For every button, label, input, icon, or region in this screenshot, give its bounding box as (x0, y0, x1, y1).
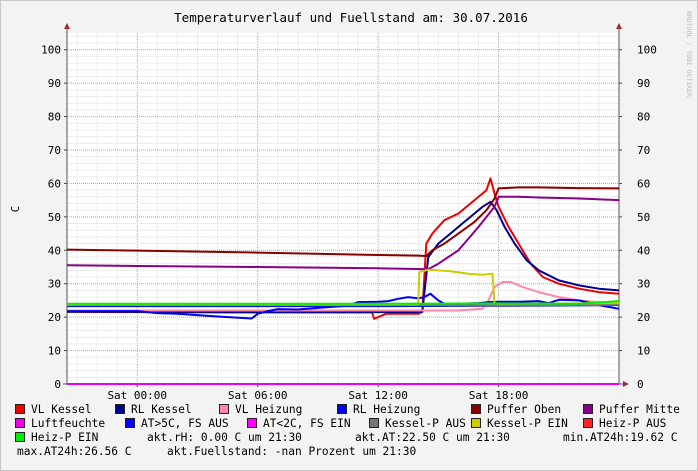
series-line-puffer-mitte (66, 195, 620, 271)
legend-label: Puffer Mitte (599, 403, 680, 416)
y-tick-label-left: 10 (48, 345, 61, 358)
info-min-at24h: min.AT24h:19.62 C (563, 431, 678, 444)
legend-label: Kessel-P AUS (385, 417, 466, 430)
legend-swatch (247, 418, 257, 428)
legend-label: Luftfeuchte (31, 417, 106, 430)
series-line-puffer-oben (66, 186, 620, 257)
y-tick-label-right: 90 (637, 77, 650, 90)
legend-item-rl-heizung: RL Heizung (337, 403, 420, 417)
temperature-chart: 0 0 10 10 20 20 30 30 40 40 50 50 60 60 70 70 80 80 90 90 10… (9, 10, 693, 401)
legend-swatch (471, 404, 481, 414)
legend-label: Kessel-P EIN (487, 417, 568, 430)
legend-swatch (15, 404, 25, 414)
y-tick-label-right: 80 (637, 111, 650, 124)
grid (67, 33, 620, 385)
legend-label: Heiz-P EIN (31, 431, 99, 444)
y-tick-label-right: 70 (637, 144, 650, 157)
y-tick-label-right: 50 (637, 211, 650, 224)
x-tick-label: Sat 06:00 (228, 389, 288, 401)
legend-item-at-lt-2c: AT<2C, FS EIN (247, 417, 351, 431)
series-line-rl-heizung (67, 292, 620, 320)
y-tick-label-left: 70 (48, 144, 61, 157)
x-axis-arrow (623, 381, 629, 387)
legend-label: AT>5C, FS AUS (141, 417, 229, 430)
legend-swatch (337, 404, 347, 414)
y-tick-label-right: 20 (637, 311, 650, 324)
series-lines (66, 177, 620, 385)
legend-item-luftfeuchte: Luftfeuchte (15, 417, 105, 431)
legend-label: Heiz-P AUS (599, 417, 667, 430)
y-tick-label-left: 80 (48, 111, 61, 124)
legend-label: AT<2C, FS EIN (263, 417, 351, 430)
legend-item-kessel-p-ein: Kessel-P EIN (471, 417, 568, 431)
legend-swatch (125, 418, 135, 428)
legend-swatch (219, 404, 229, 414)
y-tick-label-right: 100 (637, 44, 657, 57)
legend-item-vl-kessel: VL Kessel (15, 403, 92, 417)
legend-item-vl-heizung: VL Heizung (219, 403, 302, 417)
legend-swatch (115, 404, 125, 414)
chart-title: Temperaturverlauf und Fuellstand am: 30.… (174, 10, 528, 25)
info-max-at24h: max.AT24h:26.56 C (17, 445, 132, 458)
y-tick-label-right: 30 (637, 278, 650, 291)
info-akt-at: akt.AT:22.50 C um 21:30 (355, 431, 510, 444)
y-tick-label-left: 60 (48, 177, 61, 190)
info-akt-rh: akt.rH: 0.00 C um 21:30 (147, 431, 302, 444)
legend-item-heiz-p-ein: Heiz-P EIN (15, 431, 98, 445)
legend-label: VL Heizung (235, 403, 303, 416)
y-tick-label-left: 20 (48, 311, 61, 324)
legend-item-kessel-p-aus: Kessel-P AUS (369, 417, 466, 431)
legend-swatch (15, 432, 25, 442)
y-axis-arrow-right (616, 23, 622, 29)
legend-item-at-gt-5c: AT>5C, FS AUS (125, 417, 229, 431)
y-tick-label-right: 10 (637, 345, 650, 358)
y-tick-label-right: 0 (637, 378, 644, 391)
legend-item-rl-kessel: RL Kessel (115, 403, 192, 417)
legend-item-puffer-mitte: Puffer Mitte (583, 403, 680, 417)
legend-swatch (369, 418, 379, 428)
y-tick-label-left: 100 (41, 44, 61, 57)
legend-swatch (471, 418, 481, 428)
info-akt-fuellstand: akt.Fuellstand: -nan Prozent um 21:30 (167, 445, 417, 458)
y-tick-label-left: 50 (48, 211, 61, 224)
plot-area (67, 33, 619, 384)
x-tick-label: Sat 18:00 (469, 389, 529, 401)
x-tick-label: Sat 12:00 (348, 389, 408, 401)
legend-label: VL Kessel (31, 403, 92, 416)
legend-swatch (15, 418, 25, 428)
watermark: RRDTOOL / TOBI OETIKER (685, 11, 693, 97)
legend-swatch (583, 404, 593, 414)
y-tick-label-left: 90 (48, 77, 61, 90)
series-line-heiz-p-ein (67, 300, 620, 305)
y-axis-label: C (9, 206, 22, 213)
y-tick-label-left: 30 (48, 278, 61, 291)
legend-label: RL Kessel (131, 403, 192, 416)
y-tick-label-right: 40 (637, 244, 650, 257)
x-tick-label: Sat 00:00 (107, 389, 167, 401)
series-line-vl-kessel (66, 177, 620, 320)
y-axis-arrow-left (64, 23, 70, 29)
legend-label: RL Heizung (353, 403, 421, 416)
y-tick-label-right: 60 (637, 177, 650, 190)
legend-item-heiz-p-aus: Heiz-P AUS (583, 417, 666, 431)
legend-label: Puffer Oben (487, 403, 562, 416)
y-tick-label-left: 40 (48, 244, 61, 257)
y-tick-label-left: 0 (54, 378, 61, 391)
legend-item-puffer-oben: Puffer Oben (471, 403, 561, 417)
legend-swatch (583, 418, 593, 428)
